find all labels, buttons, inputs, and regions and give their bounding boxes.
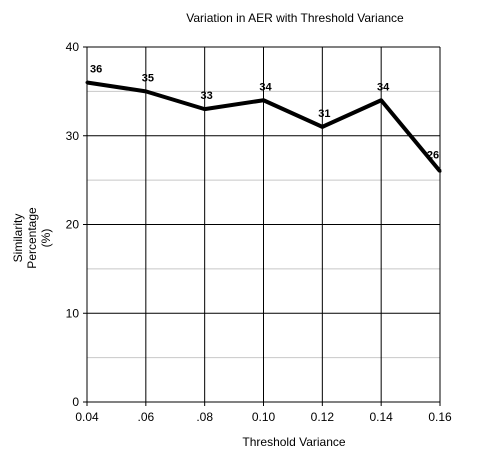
data-labels: 36 35 33 34 31 34 26	[90, 64, 439, 162]
chart-title: Variation in AER with Threshold Variance	[186, 11, 404, 25]
data-point	[320, 125, 324, 129]
x-tick-label: .08	[196, 410, 213, 424]
series-layer	[85, 80, 442, 173]
x-tick-label: 0.16	[428, 410, 452, 424]
data-point	[438, 169, 442, 173]
data-label: 34	[259, 81, 272, 93]
x-tick-label: .06	[137, 410, 154, 424]
y-tick-label: 30	[66, 129, 80, 143]
data-label: 36	[90, 64, 102, 76]
data-point	[144, 89, 148, 93]
data-point	[379, 98, 383, 102]
y-tick-label: 40	[66, 40, 80, 54]
y-tick-label: 10	[66, 306, 80, 320]
y-tick-label: 0	[72, 395, 79, 409]
y-axis-label-line-2: Percentage	[25, 207, 39, 269]
x-axis-label: Threshold Variance	[242, 435, 345, 449]
y-axis-label-line-1: Similarity	[11, 214, 25, 263]
data-point	[85, 81, 89, 84]
data-label: 31	[318, 108, 330, 120]
data-point	[203, 107, 207, 111]
x-tick-label: 0.14	[369, 410, 393, 424]
data-label: 33	[201, 90, 213, 102]
x-tick-label: 0.12	[311, 410, 335, 424]
y-axis-label: Similarity Percentage (%)	[11, 207, 53, 269]
y-tick-label: 20	[66, 218, 80, 232]
tick-labels: 0 10 20 30 40 0.04 .06 .08 0.10 0.12 0.14 0.16	[66, 40, 452, 424]
data-label: 35	[142, 72, 154, 84]
data-label: 26	[427, 149, 439, 161]
y-axis-label-line-3: (%)	[39, 229, 53, 248]
grid	[87, 46, 441, 402]
axes	[83, 46, 441, 406]
x-tick-label: 0.10	[252, 410, 276, 424]
data-label: 34	[377, 81, 390, 93]
data-point	[262, 98, 265, 102]
x-tick-label: 0.04	[75, 410, 99, 424]
